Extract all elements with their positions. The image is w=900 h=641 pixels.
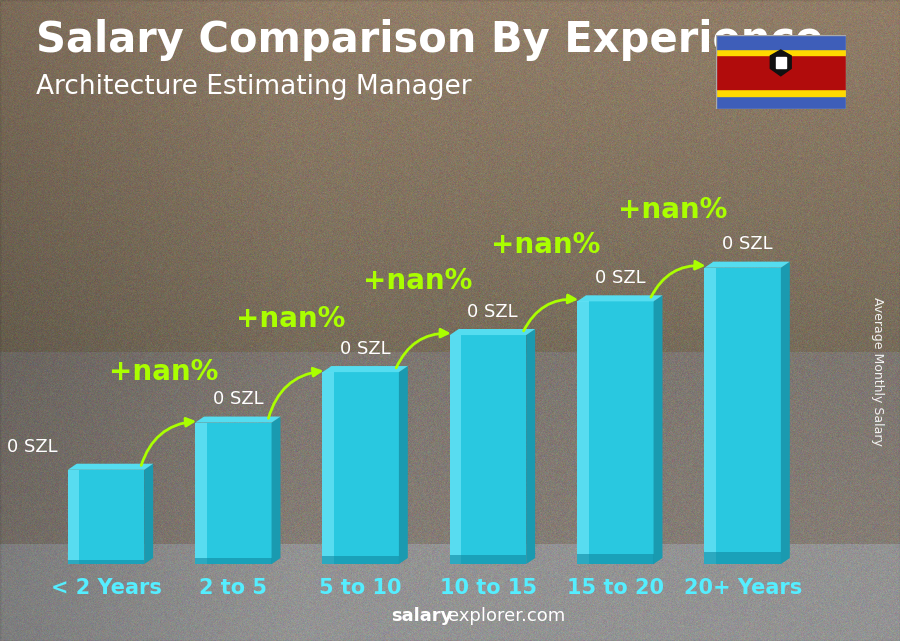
Bar [705,268,716,564]
Polygon shape [577,296,662,301]
Bar [68,470,79,564]
Text: salary: salary [392,607,453,625]
Text: 0 SZL: 0 SZL [595,269,645,287]
Polygon shape [195,417,281,422]
Polygon shape [322,366,408,372]
Bar [322,372,399,564]
Text: +nan%: +nan% [109,358,218,386]
Bar [195,422,272,564]
Text: 0 SZL: 0 SZL [467,303,518,320]
Bar [716,96,846,109]
Polygon shape [781,262,790,564]
Bar [577,301,653,564]
Polygon shape [68,463,153,470]
Text: explorer.com: explorer.com [448,607,565,625]
Text: Average Monthly Salary: Average Monthly Salary [871,297,884,446]
Text: Salary Comparison By Experience: Salary Comparison By Experience [36,19,824,62]
Text: 0 SZL: 0 SZL [340,340,391,358]
Bar [716,35,846,49]
Bar [705,553,781,564]
Polygon shape [450,329,536,335]
Bar [322,372,334,564]
Text: 0 SZL: 0 SZL [722,235,772,253]
Polygon shape [526,329,536,564]
Bar [577,554,653,564]
Text: +nan%: +nan% [491,231,600,259]
Polygon shape [770,50,791,76]
Text: 0 SZL: 0 SZL [212,390,263,408]
Bar [195,558,272,564]
Text: 0 SZL: 0 SZL [7,438,58,456]
Polygon shape [653,296,662,564]
Bar [450,335,526,564]
Text: +nan%: +nan% [618,196,727,224]
Bar [450,555,526,564]
Bar [716,49,846,55]
Bar [195,422,207,564]
Polygon shape [776,56,786,68]
Polygon shape [144,463,153,564]
Text: +nan%: +nan% [236,305,346,333]
Bar [705,268,781,564]
Bar [716,55,846,89]
Polygon shape [399,366,408,564]
Text: Architecture Estimating Manager: Architecture Estimating Manager [36,74,472,100]
Bar [322,556,399,564]
Bar [68,470,144,564]
Bar [68,560,144,564]
Bar [450,335,462,564]
Polygon shape [272,417,281,564]
Bar [577,301,589,564]
Bar [716,89,846,96]
Polygon shape [705,262,790,268]
Text: +nan%: +nan% [364,267,472,295]
